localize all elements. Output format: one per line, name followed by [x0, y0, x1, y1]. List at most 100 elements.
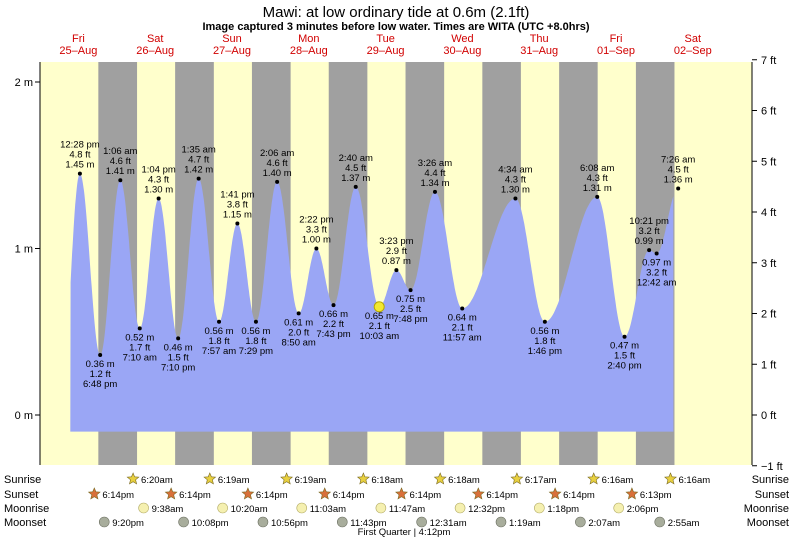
tide-point: [595, 194, 600, 199]
moon-phase-label: First Quarter | 4:12pm: [358, 527, 451, 538]
chart-subtitle: Image captured 3 minutes before low wate…: [202, 21, 589, 33]
tide-point: [296, 311, 301, 316]
moonrise-icon: [454, 502, 466, 514]
tide-point: [176, 336, 181, 341]
tide-time-label: 3:26 am: [418, 158, 452, 169]
tide-metre-label: 1.31 m: [583, 183, 612, 194]
tide-time-label: 6:08 am: [580, 163, 614, 174]
tide-time-label: 4:34 am: [498, 165, 532, 176]
tide-feet-label: 3.8 ft: [227, 200, 248, 211]
moonset-row-label-right: Moonset: [747, 517, 789, 529]
tide-labels: 12:28 pm4.8 ft1.45 m 0.36 m1.2 ft6:48 pm 1…: [60, 140, 695, 390]
moonrise-time: 11:03am: [310, 504, 346, 515]
moonrise-time: 10:20am: [231, 504, 268, 515]
sunset-row-label: Sunset: [4, 489, 38, 501]
moonrise-icon: [296, 502, 308, 514]
sunset-time: 6:14pm: [410, 490, 442, 501]
sun-moon-rows: Sunrise Sunset Moonrise Moonset Sunrise Sunse…: [4, 472, 789, 538]
right-tick-label: 2 ft: [761, 309, 776, 321]
current-tide-marker: [373, 301, 385, 313]
day-of-week-label: Mon: [298, 33, 319, 45]
tide-point: [253, 319, 258, 324]
date-label: 29–Aug: [367, 45, 405, 57]
sunset-time: 6:14pm: [102, 490, 134, 501]
tide-time-label: 1:46 pm: [528, 346, 562, 357]
tide-point: [275, 179, 280, 184]
tide-feet-label: 2.1 ft: [369, 321, 390, 332]
moonrise-time: 1:18pm: [547, 504, 579, 515]
moonset-icon: [416, 516, 427, 528]
tide-time-label: 3:23 pm: [379, 236, 413, 247]
tide-point: [408, 288, 413, 293]
moonrise-time: 12:32pm: [468, 504, 505, 515]
left-tick-label: 1 m: [15, 244, 33, 256]
right-tick-label: 7 ft: [761, 55, 776, 67]
sunset-time: 6:14pm: [179, 490, 211, 501]
sunset-row-label-right: Sunset: [755, 489, 789, 501]
sunset-star-icon: [241, 487, 255, 500]
moonrise-time: 9:38am: [152, 504, 184, 515]
tide-point: [98, 353, 103, 358]
moonrise-icon: [613, 502, 625, 514]
tide-feet-label: 1.5 ft: [614, 351, 635, 362]
tide-feet-label: 4.4 ft: [424, 168, 445, 179]
sunrise-star-icon: [587, 472, 601, 485]
moonrise-icon: [217, 502, 228, 514]
tide-feet-label: 4.6 ft: [110, 156, 131, 167]
tide-metre-label: 0.64 m: [448, 312, 477, 323]
tide-metre-label: 1.41 m: [106, 166, 135, 177]
tide-feet-label: 4.7 ft: [188, 155, 209, 166]
tide-time-label: 10:21 pm: [629, 216, 669, 227]
tide-point: [542, 319, 547, 324]
tide-metre-label: 0.36 m: [86, 359, 115, 370]
tide-feet-label: 4.3 ft: [587, 173, 608, 184]
moonset-icon: [257, 516, 269, 528]
tide-feet-label: 3.2 ft: [646, 267, 667, 278]
sunset-star-icon: [625, 487, 639, 500]
day-of-week-label: Sat: [685, 33, 702, 45]
sunset-star-icon: [548, 487, 562, 500]
tide-feet-label: 1.5 ft: [168, 352, 189, 363]
sunrise-time: 6:16am: [678, 475, 710, 486]
day-labels: Fri25–AugSat26–AugSun27–AugMon28–AugTue2…: [59, 33, 711, 57]
tide-feet-label: 1.8 ft: [245, 336, 266, 347]
right-tick-label: 1 ft: [761, 359, 776, 371]
tide-feet-label: 2.5 ft: [400, 304, 421, 315]
tide-time-label: 7:43 pm: [316, 329, 350, 340]
tide-feet-label: 4.5 ft: [345, 163, 366, 174]
tide-metre-label: 0.56 m: [530, 326, 559, 337]
moonset-icon: [98, 516, 110, 528]
tide-point: [513, 196, 518, 201]
moonrise-icon: [375, 502, 387, 514]
tide-time-label: 12:28 pm: [60, 140, 100, 151]
tide-time-label: 2:22 pm: [299, 215, 333, 226]
sunrise-star-icon: [356, 472, 370, 485]
tide-feet-label: 2.1 ft: [452, 322, 473, 333]
tide-curve: [70, 173, 674, 432]
right-tick-label: 6 ft: [761, 106, 776, 118]
tide-time-label: 8:50 am: [281, 337, 315, 348]
date-label: 30–Aug: [443, 45, 481, 57]
sunset-star-icon: [164, 487, 178, 500]
sunrise-time: 6:19am: [295, 475, 327, 486]
tide-time-label: 1:06 am: [103, 146, 137, 157]
tide-point: [394, 268, 399, 273]
moonrise-row-label: Moonrise: [4, 503, 49, 515]
sunrise-star-icon: [510, 472, 524, 485]
tide-time-label: 2:40 am: [339, 153, 373, 164]
chart-title: Mawi: at low ordinary tide at 0.6m (2.1f…: [263, 4, 530, 21]
tide-metre-label: 0.46 m: [164, 342, 193, 353]
tide-point: [196, 176, 201, 181]
right-tick-label: −1 ft: [761, 461, 783, 473]
day-of-week-label: Thu: [530, 33, 549, 45]
moonrise-time: 2:06pm: [627, 504, 659, 515]
tide-metre-label: 0.47 m: [610, 341, 639, 352]
moonrise-icon: [534, 502, 545, 514]
tide-point: [77, 171, 82, 176]
tide-point: [137, 326, 142, 331]
moonset-time: 2:07am: [588, 518, 620, 529]
sunset-time: 6:13pm: [640, 490, 672, 501]
tide-metre-label: 0.56 m: [205, 326, 234, 337]
moonset-icon: [495, 516, 507, 528]
